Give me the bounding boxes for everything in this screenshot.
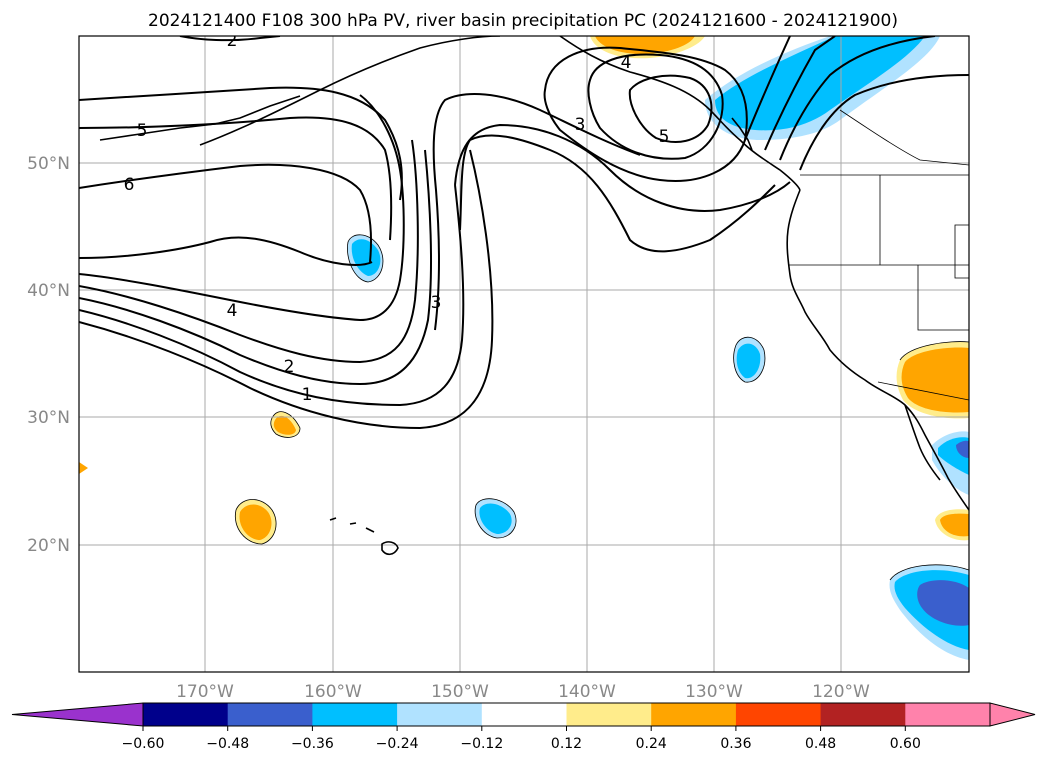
colorbar-extend-high: [989, 702, 1036, 727]
contour-1: [79, 149, 433, 386]
lon-label: 130°W: [685, 682, 743, 702]
baja-coast: [904, 404, 941, 481]
contour-trough-4: [799, 74, 969, 171]
contour-2: [79, 139, 419, 364]
contour-0: [79, 149, 494, 430]
colorbar-segment: [227, 703, 313, 726]
shading-bc-strong: [715, 36, 925, 131]
colorbar-segment: [481, 703, 567, 726]
hawaii-islands: [329, 517, 399, 556]
colorbar: −0.60 −0.48 −0.36 −0.24 −0.12 0.12 0.24 0.36 0.4…: [11, 702, 1036, 752]
colorbar-segment: [312, 703, 398, 726]
contour-labels: 2 5 6 4 2 1 3 3 5 4: [124, 31, 670, 405]
colorbar-tick-label: −0.12: [460, 736, 503, 752]
contour-low-inner: [587, 53, 724, 160]
gridlines: [79, 36, 969, 672]
figure-title: 2024121400 F108 300 hPa PV, river basin …: [148, 11, 898, 31]
lon-label: 170°W: [176, 682, 234, 702]
lon-label: 160°W: [304, 682, 362, 702]
colorbar-segment: [143, 703, 229, 726]
shading-outlines: [234, 234, 969, 581]
colorbar-tick-label: 0.36: [720, 736, 751, 752]
colorbar-segment: [651, 703, 737, 726]
colorbar-tick-label: −0.24: [376, 736, 419, 752]
colorbar-segment: [905, 703, 991, 726]
map-frame: [78, 35, 970, 673]
contour-label: 4: [227, 301, 238, 321]
latitude-labels: 50°N 40°N 30°N 20°N: [27, 154, 70, 556]
contour-low-core: [628, 74, 713, 143]
contour-label: 2: [284, 357, 295, 377]
map-area: 2 5 6 4 2 1 3 3 5 4: [79, 31, 969, 672]
contour-label: 4: [621, 53, 632, 73]
colorbar-segment: [397, 703, 483, 726]
contour-2-north: [179, 36, 281, 42]
longitude-labels: 170°W 160°W 150°W 140°W 130°W 120°W: [176, 682, 870, 702]
lon-label: 140°W: [558, 682, 616, 702]
contour-trough-1: [744, 36, 791, 141]
lat-label: 30°N: [27, 408, 70, 428]
contour-6: [79, 163, 372, 263]
contour-ridge-outer: [454, 123, 791, 212]
contour-label: 3: [431, 293, 442, 313]
shading-mid: [351, 239, 381, 276]
colorbar-tick-label: −0.60: [122, 736, 165, 752]
colorbar-tick-label: 0.24: [636, 736, 667, 752]
contour-1b: [79, 184, 465, 407]
contour-4: [79, 94, 405, 322]
lat-label: 40°N: [27, 281, 70, 301]
shading-hawaii: [479, 503, 512, 534]
contour-label: 3: [575, 115, 586, 135]
colorbar-segment: [566, 703, 652, 726]
shading-east: [736, 343, 761, 379]
lat-label: 20°N: [27, 536, 70, 556]
borders: [788, 109, 969, 401]
shading-alaska: [595, 36, 695, 55]
contour-trough-3: [779, 36, 936, 161]
colorbar-tick-label: 0.60: [890, 736, 921, 752]
contour-label: 5: [659, 127, 670, 147]
shading-swpac: [239, 504, 272, 540]
west-coast: [786, 189, 969, 511]
shading-edge: [79, 462, 88, 474]
colorbar-extend-low: [11, 702, 144, 727]
colorbar-segment: [820, 703, 906, 726]
shading-california: [901, 347, 969, 413]
shading-small: [273, 415, 296, 435]
lon-label: 120°W: [812, 682, 870, 702]
lon-label: 150°W: [431, 682, 489, 702]
colorbar-tick-label: 0.48: [805, 736, 836, 752]
colorbar-tick-label: −0.36: [291, 736, 334, 752]
lat-label: 50°N: [27, 154, 70, 174]
contour-3: [432, 93, 641, 331]
colorbar-tick-label: 0.12: [551, 736, 582, 752]
contour-label: 2: [227, 31, 238, 51]
contour-label: 5: [137, 121, 148, 141]
contour-4-left: [79, 236, 373, 266]
contour-trough-2: [764, 36, 836, 151]
contour-label: 1: [302, 385, 313, 405]
contour-5: [79, 86, 403, 201]
pv-contours: [79, 36, 969, 430]
contour-label: 6: [124, 175, 135, 195]
island-coast: [731, 117, 753, 151]
shading-mexico: [940, 513, 969, 537]
shading-baja-strong: [956, 440, 969, 458]
precipitation-shading: [79, 36, 969, 660]
shading-south-strong: [917, 580, 969, 626]
colorbar-segment: [735, 703, 822, 726]
colorbar-tick-label: −0.48: [206, 736, 249, 752]
alaska-gulf-coast: [559, 36, 801, 191]
contour-5-lower: [79, 116, 393, 241]
